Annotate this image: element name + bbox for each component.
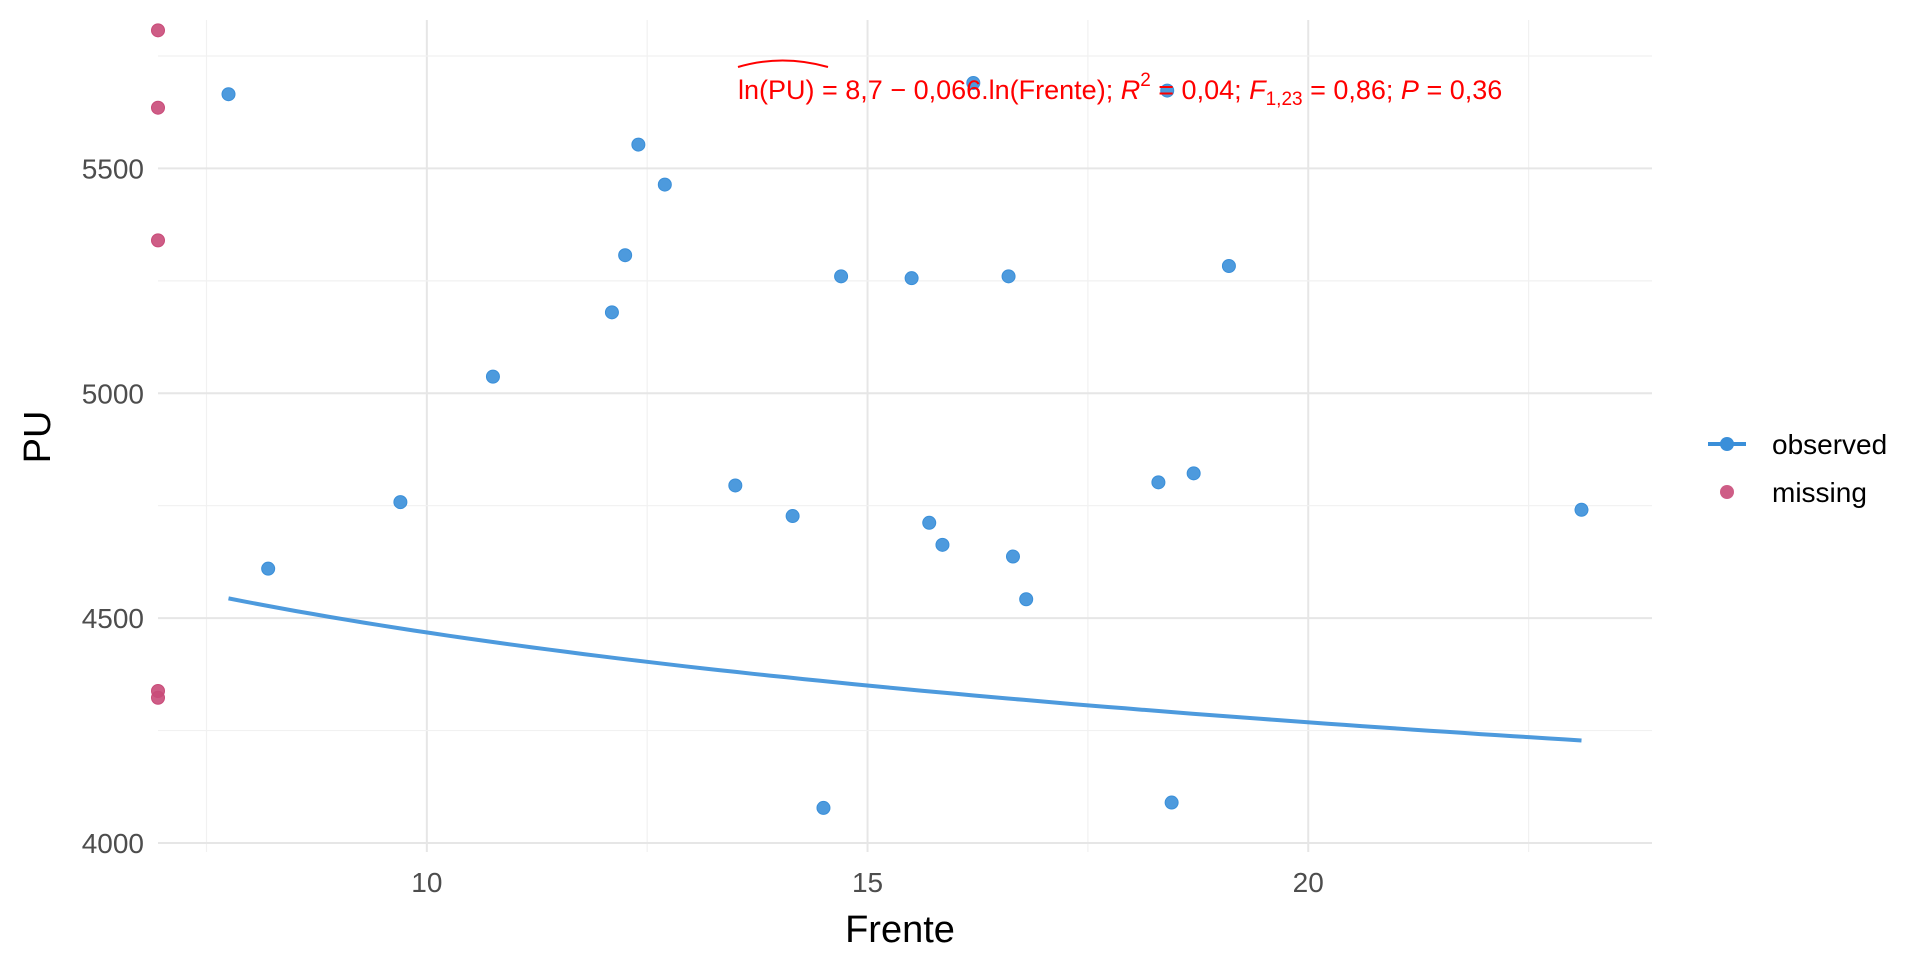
- annotation-r2-symbol: R: [1121, 75, 1141, 105]
- regression-annotation: ln(PU) = 8,7 − 0,066.ln(Frente); R2 = 0,…: [737, 59, 1502, 110]
- annotation-r2-exponent: 2: [1140, 70, 1151, 91]
- annotation-hat-term: ln(PU): [738, 75, 815, 105]
- point-observed: [728, 478, 743, 493]
- y-tick-label: 5500: [82, 153, 144, 184]
- point-observed: [604, 305, 619, 320]
- annotation-p-value: = 0,36: [1419, 75, 1502, 105]
- fit-line: [228, 596, 1582, 743]
- annotation-f-symbol: F: [1249, 75, 1267, 105]
- legend-key-missing-point: [1720, 485, 1734, 499]
- y-tick-label: 4500: [82, 603, 144, 634]
- legend-item-observed: observed: [1708, 429, 1887, 460]
- point-observed: [485, 369, 500, 384]
- annotation-equation-body: = 8,7 − 0,066.ln(Frente);: [815, 75, 1121, 105]
- point-observed: [904, 271, 919, 286]
- point-observed: [1186, 466, 1201, 481]
- legend: observed missing: [1708, 429, 1887, 508]
- point-observed: [1221, 259, 1236, 274]
- tick-labels: 10 15 20 4000 4500 5000 5500: [82, 153, 1324, 898]
- point-missing: [151, 100, 165, 115]
- point-observed: [631, 137, 646, 152]
- annotation-p-symbol: P: [1401, 75, 1419, 105]
- x-tick-label: 15: [852, 867, 883, 898]
- point-observed: [618, 248, 633, 263]
- gridlines: [158, 20, 1652, 852]
- y-tick-label: 5000: [82, 378, 144, 409]
- point-observed: [785, 509, 800, 524]
- point-missing: [151, 690, 165, 705]
- point-missing: [151, 23, 165, 38]
- point-observed: [221, 87, 236, 102]
- annotation-equation: ln(PU) = 8,7 − 0,066.ln(Frente); R2 = 0,…: [738, 70, 1502, 110]
- point-observed: [922, 515, 937, 530]
- legend-item-missing: missing: [1720, 477, 1867, 508]
- point-observed: [966, 75, 981, 90]
- x-tick-label: 20: [1293, 867, 1324, 898]
- legend-key-observed-point: [1720, 437, 1734, 451]
- point-observed: [393, 495, 408, 510]
- annotation-f-value: = 0,86;: [1303, 75, 1401, 105]
- point-observed: [935, 537, 950, 552]
- regression-fit-curve: [228, 596, 1582, 743]
- x-tick-label: 10: [411, 867, 442, 898]
- y-tick-label: 4000: [82, 828, 144, 859]
- point-observed: [1005, 549, 1020, 564]
- point-observed: [834, 269, 849, 284]
- hat-symbol: [737, 59, 829, 68]
- point-missing: [151, 233, 165, 248]
- point-observed: [657, 177, 672, 192]
- point-observed: [1001, 269, 1016, 284]
- point-observed: [1019, 592, 1034, 607]
- point-observed: [816, 800, 831, 815]
- annotation-f-subscript: 1,23: [1266, 89, 1303, 110]
- point-observed: [1574, 502, 1589, 517]
- point-observed: [1160, 83, 1175, 98]
- point-observed: [1164, 795, 1179, 810]
- y-axis-title: PU: [17, 411, 59, 464]
- legend-label-missing: missing: [1772, 477, 1867, 508]
- x-axis-title: Frente: [845, 909, 955, 951]
- legend-label-observed: observed: [1772, 429, 1887, 460]
- data-points: [151, 23, 1589, 815]
- annotation-r2-value: = 0,04;: [1151, 75, 1249, 105]
- point-observed: [261, 561, 276, 576]
- point-observed: [1151, 475, 1166, 490]
